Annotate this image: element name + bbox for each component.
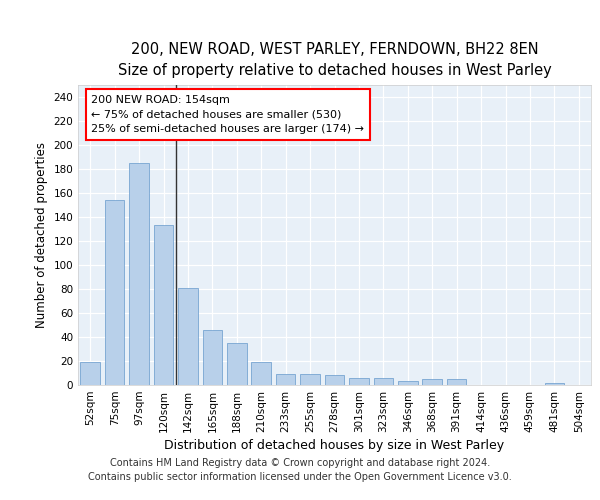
Bar bbox=[374, 378, 393, 385]
Text: Contains public sector information licensed under the Open Government Licence v3: Contains public sector information licen… bbox=[88, 472, 512, 482]
Y-axis label: Number of detached properties: Number of detached properties bbox=[35, 142, 48, 328]
X-axis label: Distribution of detached houses by size in West Parley: Distribution of detached houses by size … bbox=[164, 439, 505, 452]
Bar bbox=[300, 374, 320, 385]
Bar bbox=[349, 378, 368, 385]
Bar bbox=[251, 362, 271, 385]
Bar bbox=[325, 376, 344, 385]
Bar bbox=[105, 200, 124, 385]
Bar bbox=[178, 288, 198, 385]
Text: 200 NEW ROAD: 154sqm
← 75% of detached houses are smaller (530)
25% of semi-deta: 200 NEW ROAD: 154sqm ← 75% of detached h… bbox=[91, 94, 364, 134]
Bar bbox=[227, 343, 247, 385]
Bar bbox=[447, 379, 466, 385]
Bar bbox=[545, 382, 564, 385]
Bar bbox=[422, 379, 442, 385]
Bar bbox=[203, 330, 222, 385]
Bar bbox=[276, 374, 295, 385]
Bar bbox=[398, 382, 418, 385]
Bar bbox=[154, 226, 173, 385]
Title: 200, NEW ROAD, WEST PARLEY, FERNDOWN, BH22 8EN
Size of property relative to deta: 200, NEW ROAD, WEST PARLEY, FERNDOWN, BH… bbox=[118, 42, 551, 78]
Bar bbox=[130, 163, 149, 385]
Text: Contains HM Land Registry data © Crown copyright and database right 2024.: Contains HM Land Registry data © Crown c… bbox=[110, 458, 490, 468]
Bar bbox=[80, 362, 100, 385]
